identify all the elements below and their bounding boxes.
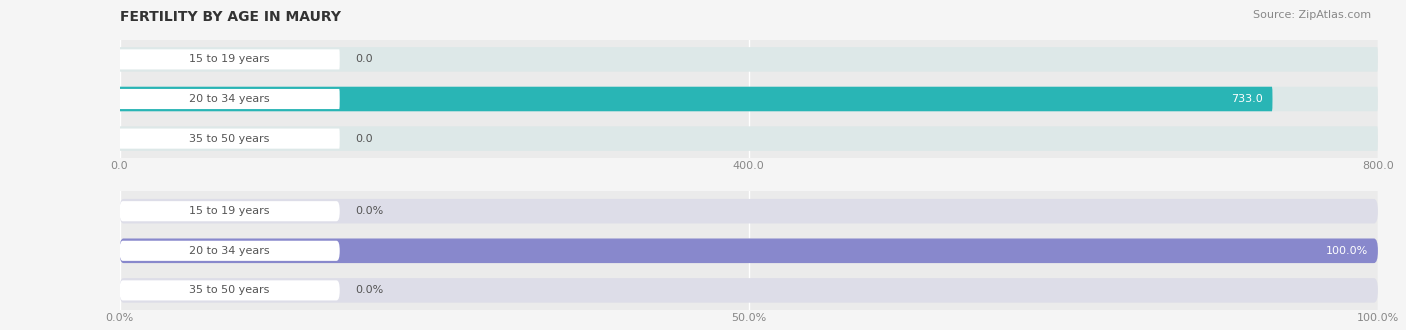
Text: 0.0: 0.0 — [354, 54, 373, 64]
FancyBboxPatch shape — [120, 89, 340, 109]
Text: 0.0%: 0.0% — [354, 285, 382, 295]
FancyBboxPatch shape — [120, 47, 1378, 72]
FancyBboxPatch shape — [120, 49, 340, 70]
Text: 35 to 50 years: 35 to 50 years — [190, 134, 270, 144]
Text: 100.0%: 100.0% — [1326, 246, 1368, 256]
Text: 0.0%: 0.0% — [354, 206, 382, 216]
Text: 733.0: 733.0 — [1230, 94, 1263, 104]
Text: Source: ZipAtlas.com: Source: ZipAtlas.com — [1253, 10, 1371, 20]
FancyBboxPatch shape — [120, 280, 340, 301]
FancyBboxPatch shape — [120, 199, 1378, 223]
FancyBboxPatch shape — [120, 201, 340, 221]
FancyBboxPatch shape — [120, 278, 1378, 303]
Text: 15 to 19 years: 15 to 19 years — [190, 54, 270, 64]
Text: 35 to 50 years: 35 to 50 years — [190, 285, 270, 295]
FancyBboxPatch shape — [120, 87, 1378, 111]
FancyBboxPatch shape — [120, 241, 340, 261]
FancyBboxPatch shape — [120, 126, 1378, 151]
FancyBboxPatch shape — [120, 239, 1378, 263]
Text: 0.0: 0.0 — [354, 134, 373, 144]
FancyBboxPatch shape — [120, 239, 1378, 263]
Text: 15 to 19 years: 15 to 19 years — [190, 206, 270, 216]
Text: 20 to 34 years: 20 to 34 years — [190, 246, 270, 256]
FancyBboxPatch shape — [120, 87, 1272, 111]
Text: 20 to 34 years: 20 to 34 years — [190, 94, 270, 104]
FancyBboxPatch shape — [120, 128, 340, 149]
Text: FERTILITY BY AGE IN MAURY: FERTILITY BY AGE IN MAURY — [120, 10, 340, 24]
